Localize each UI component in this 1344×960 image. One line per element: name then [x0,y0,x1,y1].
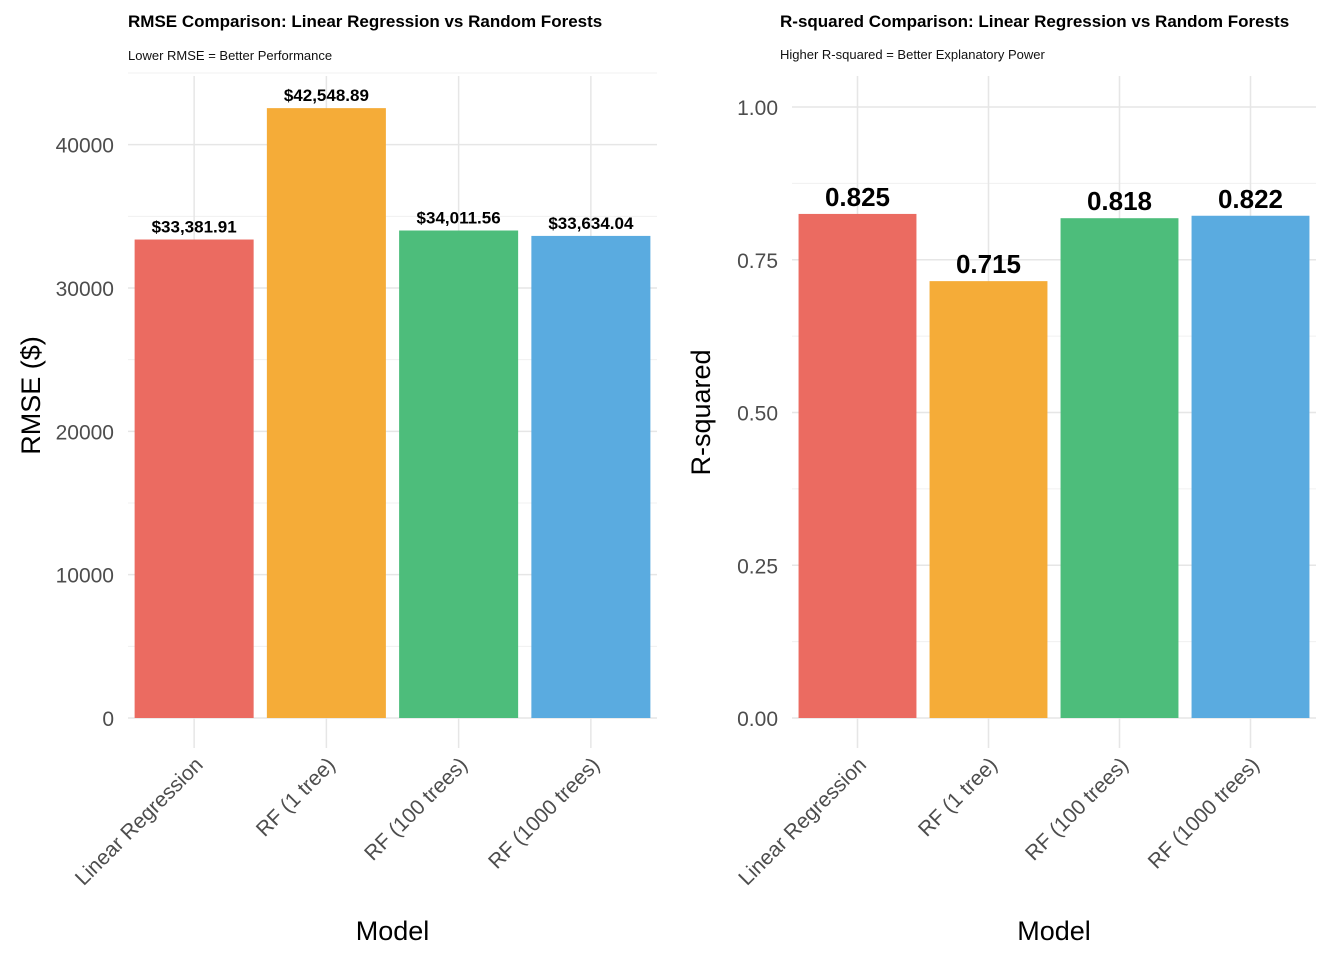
rmse-data-label: $33,381.91 [152,218,237,237]
rmse-chart-svg: 0 10000 20000 30000 40000 $33,381.91 $42,548.8… [16,72,657,946]
r-squared-chart-subtitle: Higher R-squared = Better Explanatory Po… [780,47,1045,62]
r-squared-y-axis-title: R-squared [686,349,716,475]
rmse-y-axis-title: RMSE ($) [16,336,46,455]
r-squared-y-tick-label: 0.50 [737,403,778,426]
rmse-x-tick-label: RF (100 trees) [360,753,472,865]
r-squared-data-label: 0.715 [956,249,1021,279]
rmse-chart-title: RMSE Comparison: Linear Regression vs Ra… [128,12,603,31]
r-squared-bar [798,213,917,719]
rmse-chart-panel: RMSE Comparison: Linear Regression vs Ra… [16,12,657,946]
rmse-bar [399,230,519,718]
rmse-y-tick-label: 10000 [56,565,114,588]
rmse-x-tick-label: RF (1000 trees) [484,753,604,873]
r-squared-bar [1060,218,1179,718]
rmse-x-axis-title: Model [356,916,430,946]
r-squared-data-label: 0.822 [1218,184,1283,214]
rmse-y-tick-label: 20000 [56,421,114,444]
rmse-data-label: $42,548.89 [284,86,369,105]
r-squared-chart-title: R-squared Comparison: Linear Regression … [780,12,1290,31]
r-squared-chart-svg: 0.00 0.25 0.50 0.75 1.00 0.825 0.715 0.818 0.822… [686,76,1316,946]
r-squared-chart-panel: R-squared Comparison: Linear Regression … [672,0,1344,960]
rmse-y-tick-label: 40000 [56,135,114,158]
r-squared-y-tick-label: 0.75 [737,250,778,273]
r-squared-y-tick-label: 0.00 [737,708,778,731]
rmse-data-label: $33,634.04 [548,214,634,233]
rmse-x-tick-label: Linear Regression [71,753,208,890]
rmse-y-tick-label: 0 [102,708,114,731]
r-squared-x-tick-label: RF (100 trees) [1021,753,1133,865]
rmse-bar [531,235,651,718]
r-squared-bar [929,281,1048,718]
rmse-x-tick-label: RF (1 tree) [252,753,340,841]
r-squared-y-tick-label: 0.25 [737,555,778,578]
r-squared-x-tick-label: Linear Regression [734,753,871,890]
rmse-bar [134,239,254,719]
r-squared-bar [1191,215,1310,718]
r-squared-data-label: 0.818 [1087,186,1152,216]
r-squared-x-axis-title: Model [1017,916,1091,946]
r-squared-x-tick-label: RF (1000 trees) [1144,753,1264,873]
rmse-data-label: $34,011.56 [417,209,501,228]
r-squared-y-tick-label: 1.00 [737,97,778,120]
r-squared-x-tick-label: RF (1 tree) [914,753,1002,841]
rmse-bar [266,108,386,719]
rmse-chart-subtitle: Lower RMSE = Better Performance [128,48,333,63]
rmse-y-tick-label: 30000 [56,278,114,301]
r-squared-data-label: 0.825 [825,182,890,212]
